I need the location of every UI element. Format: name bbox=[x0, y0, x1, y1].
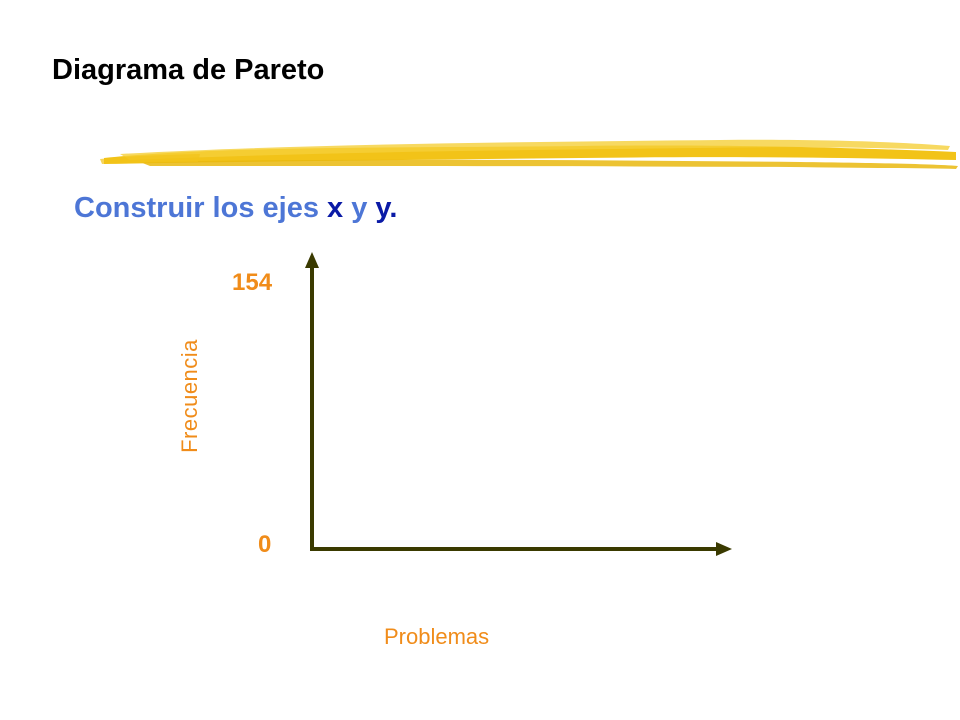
y-tick-max: 154 bbox=[232, 269, 273, 296]
subtitle-y: y bbox=[375, 192, 390, 224]
subtitle-suffix: . bbox=[389, 192, 398, 224]
y-tick-zero: 0 bbox=[258, 531, 272, 558]
x-axis-arrow-icon bbox=[716, 542, 732, 556]
x-axis-label: Problemas bbox=[384, 624, 490, 649]
slide-subtitle: Construir los ejes x y y. bbox=[74, 192, 397, 225]
yellow-brush-stroke bbox=[100, 139, 958, 169]
y-axis-arrow-icon bbox=[305, 252, 319, 268]
subtitle-x: x bbox=[327, 192, 344, 224]
subtitle-prefix: Construir los ejes bbox=[74, 192, 328, 224]
slide-title: Diagrama de Pareto bbox=[52, 54, 325, 86]
subtitle-middle: y bbox=[343, 192, 376, 224]
